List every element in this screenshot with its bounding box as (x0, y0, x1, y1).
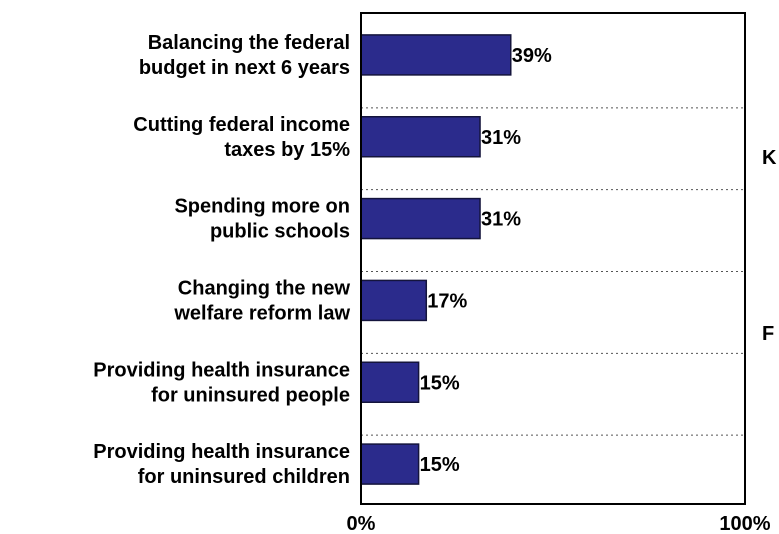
value-label: 39% (512, 45, 552, 67)
value-label: 15% (420, 454, 460, 476)
category-label: Changing the new welfare reform law (173, 277, 350, 324)
side-label: F (762, 323, 774, 345)
value-label: 15% (420, 372, 460, 394)
category-labels: Balancing the federal budget in next 6 ye… (93, 32, 350, 488)
bar (360, 34, 512, 76)
bar (360, 197, 481, 240)
category-label: Cutting federal income taxes by 15% (133, 114, 350, 161)
bar (360, 116, 481, 158)
category-label: Spending more on public schools (174, 196, 350, 243)
x-tick-label: 100% (719, 513, 770, 534)
side-label: K (762, 147, 777, 169)
value-label: 31% (481, 209, 521, 231)
bar (360, 361, 420, 403)
category-label: Providing health insurance for uninsured … (93, 359, 350, 406)
x-axis-tick-labels: 0% 100% (347, 513, 771, 534)
value-label: 17% (427, 290, 467, 312)
bar (360, 279, 428, 322)
grid-lines (361, 107, 745, 436)
value-labels: 39% 31% 31% 17% 15% 15% (420, 45, 552, 476)
value-label: 31% (481, 127, 521, 149)
side-labels: KF (762, 147, 777, 345)
bar (360, 443, 420, 485)
category-label: Balancing the federal budget in next 6 ye… (139, 32, 350, 79)
x-tick-label: 0% (347, 513, 376, 534)
category-label: Providing health insurance for uninsured … (93, 441, 350, 488)
bars (360, 34, 512, 485)
plot-area-frame (360, 12, 746, 505)
